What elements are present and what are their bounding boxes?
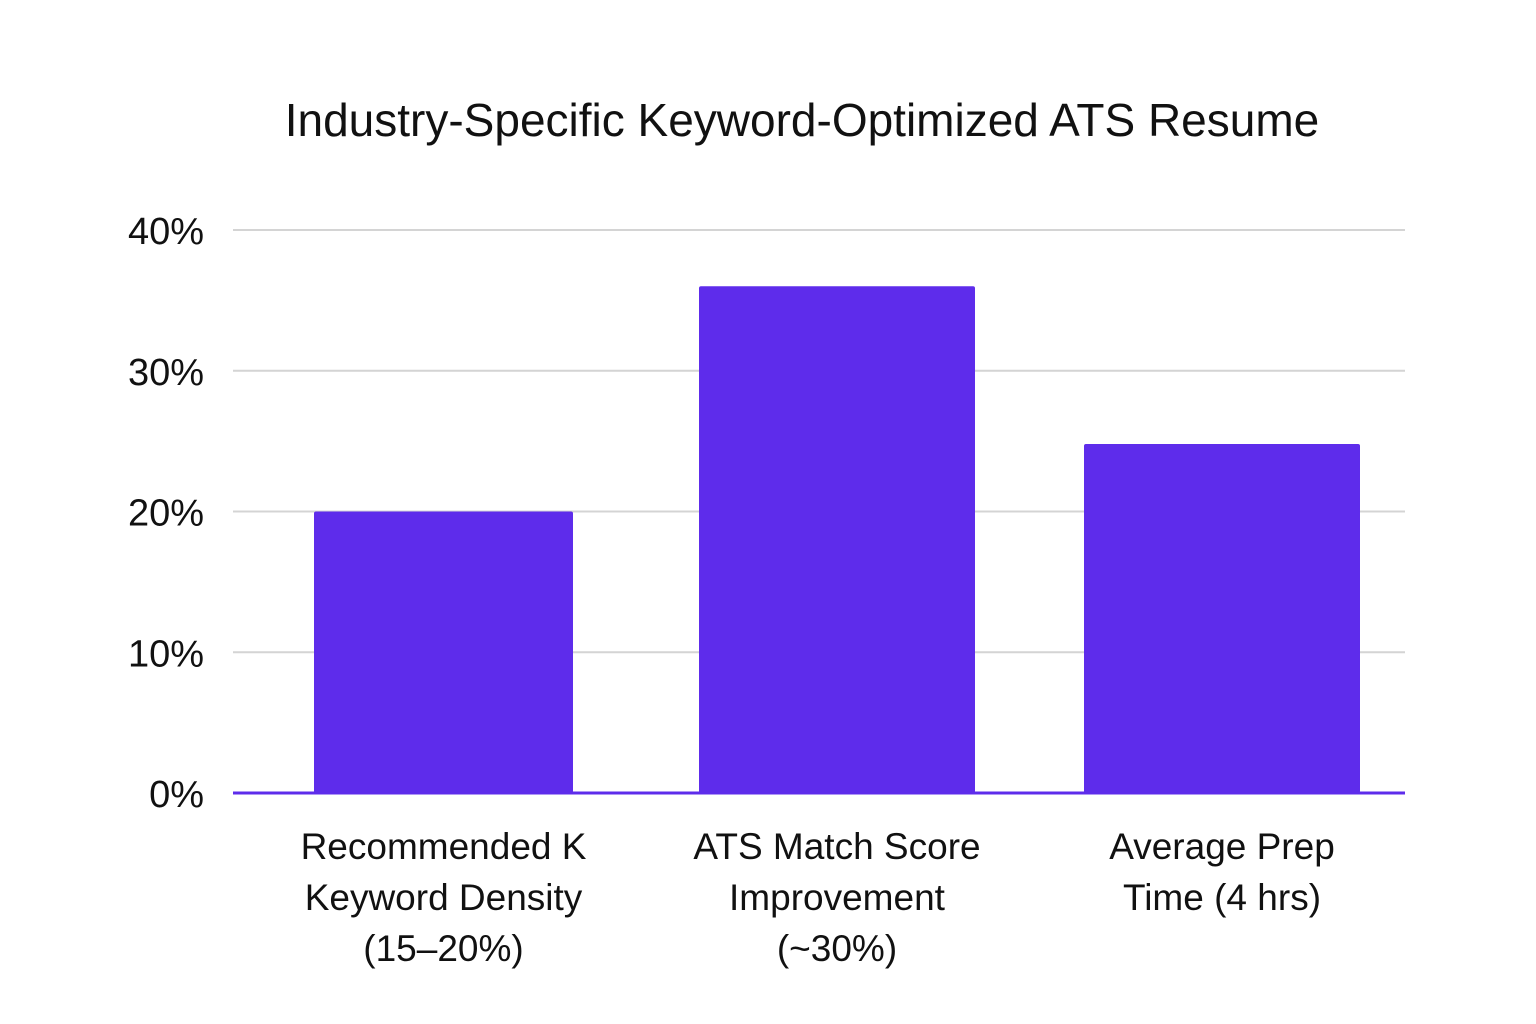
bar [314, 511, 573, 793]
bars [314, 286, 1360, 793]
y-tick-label: 0% [149, 774, 204, 816]
x-category-label: Recommended K Keyword Density (15–20%) [301, 826, 587, 969]
y-tick-label: 10% [128, 633, 204, 675]
y-tick-label: 40% [128, 211, 204, 253]
y-tick-label: 30% [128, 352, 204, 394]
chart-title: Industry-Specific Keyword-Optimized ATS … [285, 94, 1320, 146]
y-axis-tick-labels: 0% 10% 20% 30% 40% [128, 211, 204, 816]
x-category-label: Average Prep Time (4 hrs) [1109, 826, 1335, 918]
bar [1084, 443, 1360, 793]
x-category-label: ATS Match Score Improvement (~30%) [693, 826, 980, 969]
x-axis-category-labels: Recommended K Keyword Density (15–20%) ATS … [301, 826, 1335, 969]
y-tick-label: 20% [128, 493, 204, 535]
bar [699, 286, 975, 793]
